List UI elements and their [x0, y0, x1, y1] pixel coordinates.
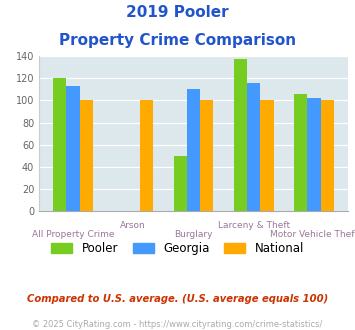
Bar — [234, 59, 247, 211]
Bar — [200, 100, 213, 211]
Text: Property Crime Comparison: Property Crime Comparison — [59, 33, 296, 48]
Text: Motor Vehicle Theft: Motor Vehicle Theft — [270, 230, 355, 239]
Bar — [66, 86, 80, 211]
Text: 2019 Pooler: 2019 Pooler — [126, 5, 229, 20]
Text: Compared to U.S. average. (U.S. average equals 100): Compared to U.S. average. (U.S. average … — [27, 294, 328, 304]
Text: Burglary: Burglary — [174, 230, 213, 239]
Bar — [247, 83, 260, 211]
Legend: Pooler, Georgia, National: Pooler, Georgia, National — [47, 237, 308, 260]
Bar — [321, 100, 334, 211]
Text: Larceny & Theft: Larceny & Theft — [218, 221, 290, 230]
Bar — [80, 100, 93, 211]
Bar — [174, 156, 187, 211]
Bar — [187, 89, 200, 211]
Text: All Property Crime: All Property Crime — [32, 230, 114, 239]
Bar — [53, 78, 66, 211]
Text: © 2025 CityRating.com - https://www.cityrating.com/crime-statistics/: © 2025 CityRating.com - https://www.city… — [32, 320, 323, 329]
Bar — [294, 94, 307, 211]
Bar — [260, 100, 274, 211]
Bar — [140, 100, 153, 211]
Text: Arson: Arson — [120, 221, 146, 230]
Bar — [307, 98, 321, 211]
